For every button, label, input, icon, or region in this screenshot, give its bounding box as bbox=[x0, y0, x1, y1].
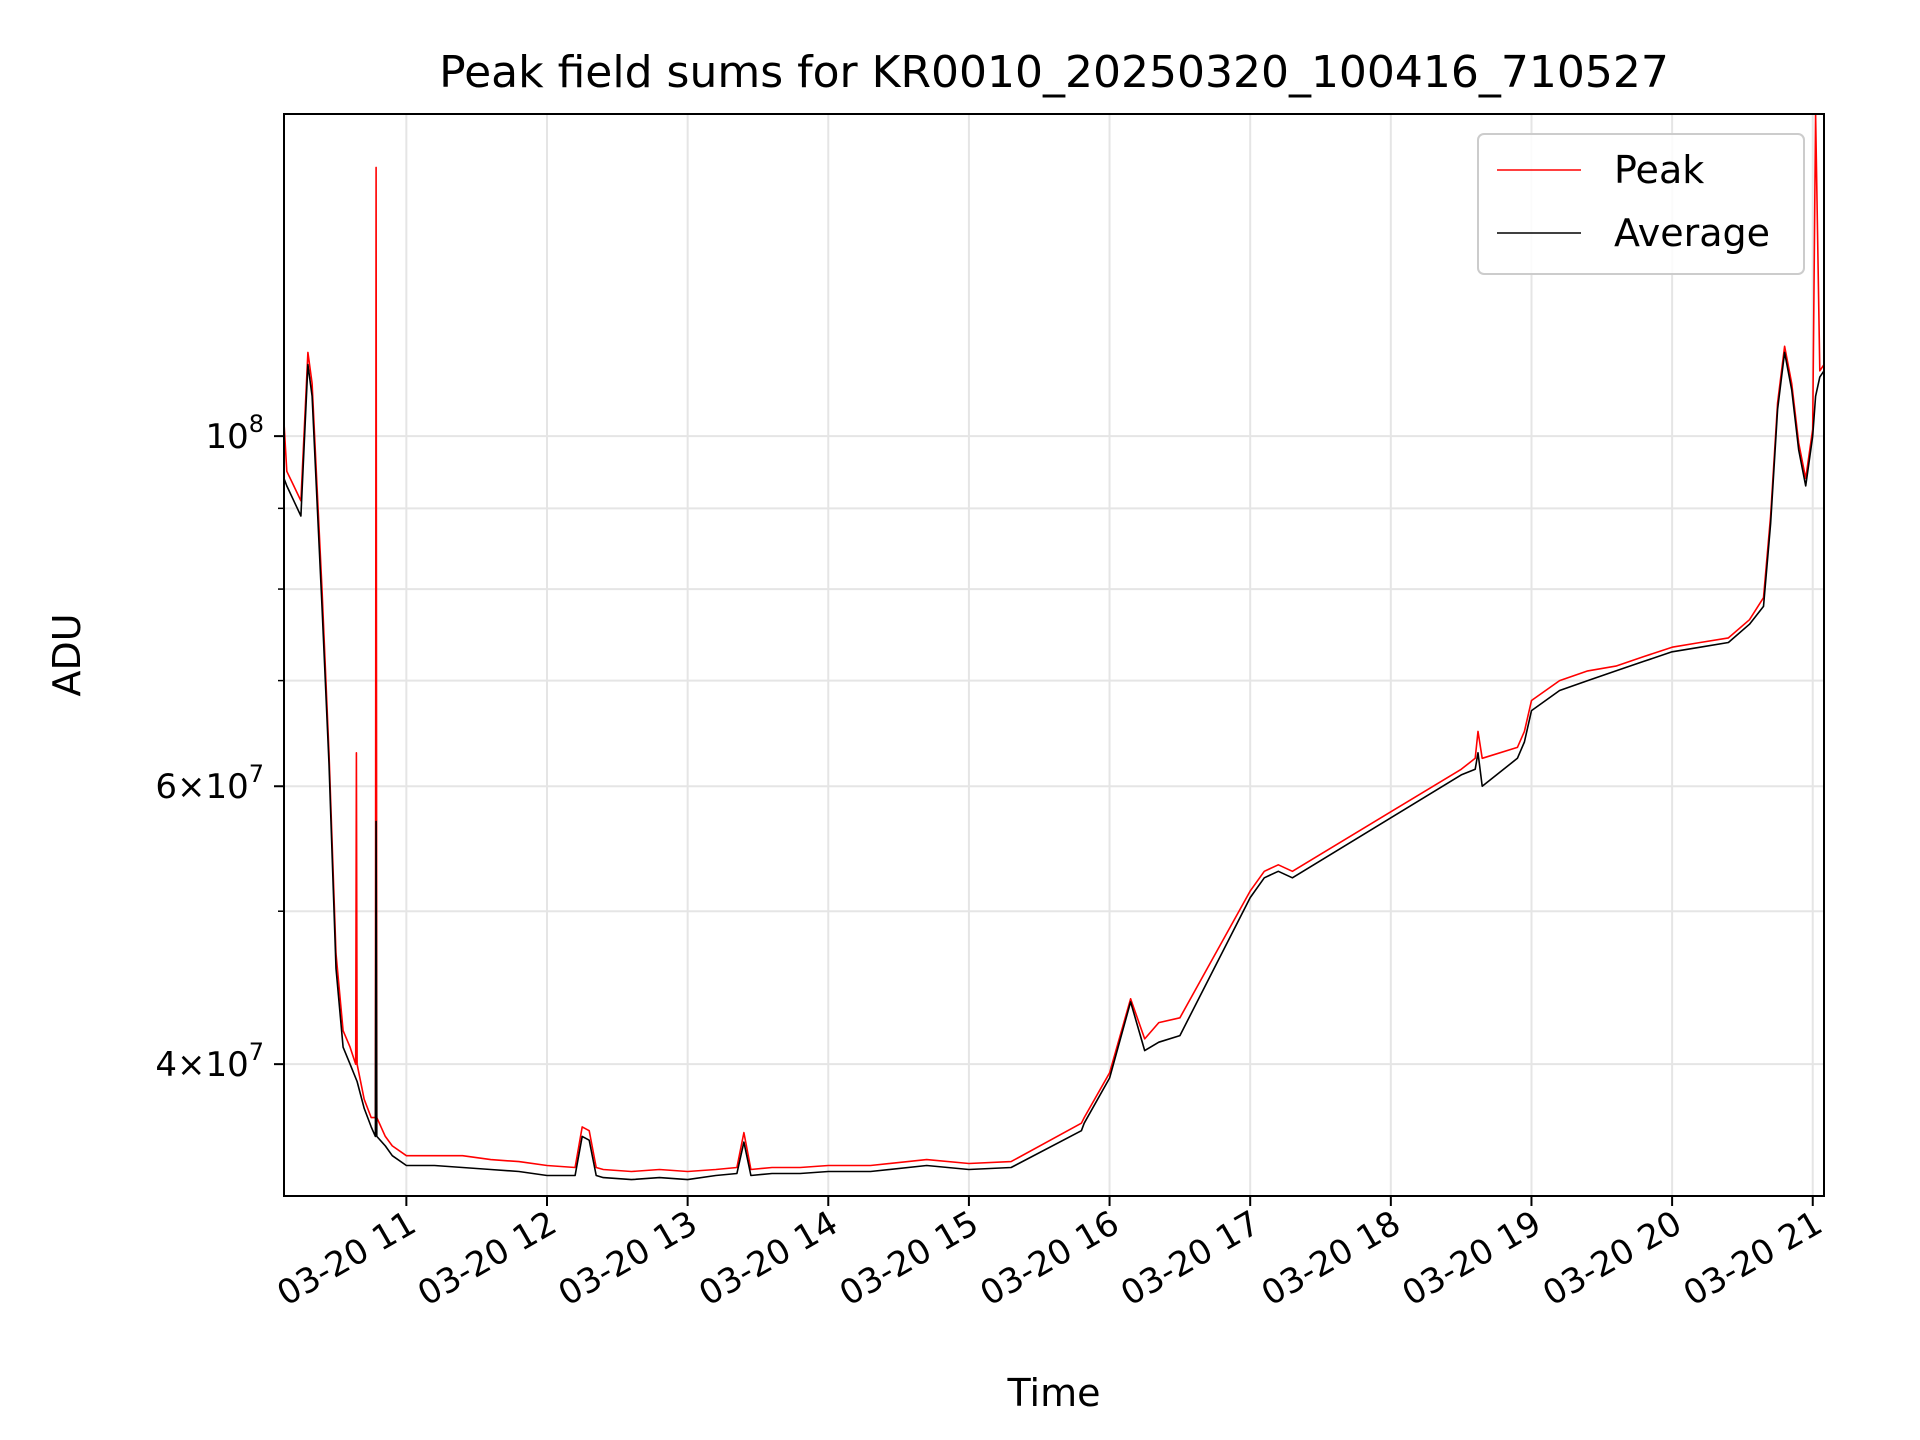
x-tick-label: 03-20 19 bbox=[1396, 1203, 1548, 1314]
legend-box bbox=[1477, 133, 1805, 275]
plot-frame bbox=[283, 113, 1825, 1197]
x-axis-label: Time bbox=[1007, 1371, 1101, 1415]
series-line-average bbox=[283, 351, 1825, 1181]
grid bbox=[284, 114, 1824, 1196]
x-tick-label: 03-20 14 bbox=[692, 1203, 844, 1314]
legend-label-peak: Peak bbox=[1614, 148, 1704, 192]
chart-title: Peak field sums for KR0010_20250320_1004… bbox=[439, 47, 1669, 98]
x-tick-label: 03-20 13 bbox=[552, 1203, 704, 1314]
series-line-peak bbox=[283, 113, 1825, 1173]
x-tick-label: 03-20 15 bbox=[833, 1203, 985, 1314]
y-axis-label: ADU bbox=[45, 613, 89, 696]
y-tick-label: 4×107 bbox=[155, 1038, 264, 1085]
x-tick-label: 03-20 18 bbox=[1255, 1203, 1407, 1314]
y-tick-label: 108 bbox=[205, 410, 264, 457]
y-tick-label: 6×107 bbox=[155, 760, 264, 807]
x-tick-label: 03-20 11 bbox=[270, 1203, 422, 1314]
series-layer bbox=[283, 113, 1825, 1181]
legend-label-average: Average bbox=[1614, 211, 1770, 255]
x-tick-label: 03-20 16 bbox=[974, 1203, 1126, 1314]
x-tick-label: 03-20 12 bbox=[411, 1203, 563, 1314]
x-tick-label: 03-20 21 bbox=[1677, 1203, 1829, 1314]
x-tick-label: 03-20 17 bbox=[1114, 1203, 1266, 1314]
legend: Peak Average bbox=[1477, 133, 1805, 275]
x-tick-label: 03-20 20 bbox=[1536, 1203, 1688, 1314]
